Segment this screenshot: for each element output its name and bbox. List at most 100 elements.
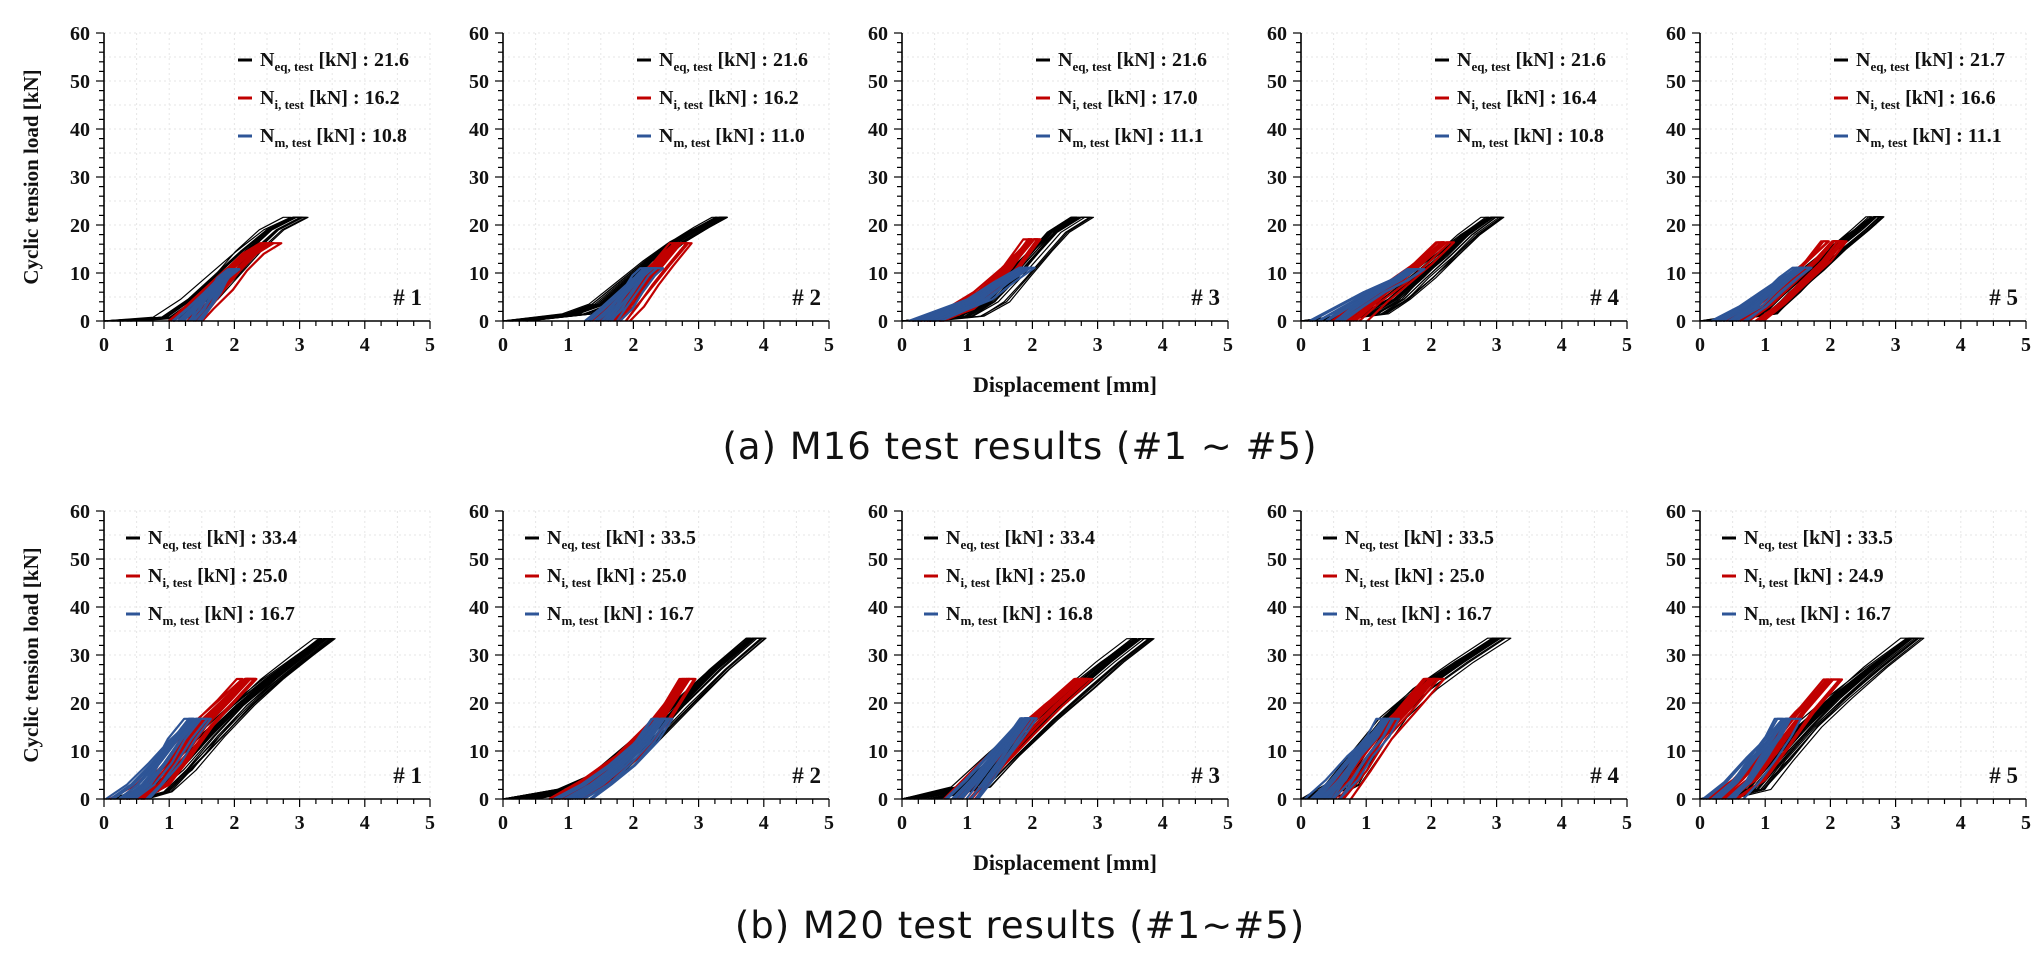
y-tick-label: 40 <box>1267 597 1287 619</box>
x-tick-label: 5 <box>1622 334 1632 356</box>
legend-entry: Ni, test [kN] : 25.0 <box>946 565 1086 590</box>
legend-entry: Neq, test [kN] : 21.6 <box>260 49 409 74</box>
y-tick-label: 20 <box>868 693 888 715</box>
y-tick-label: 40 <box>1666 119 1686 141</box>
panel-number-label: # 3 <box>1191 763 1220 788</box>
legend-entry: Ni, test [kN] : 16.2 <box>260 87 400 112</box>
x-tick-label: 5 <box>1622 812 1632 834</box>
y-tick-label: 50 <box>469 71 489 93</box>
x-tick-label: 5 <box>2021 334 2031 356</box>
x-tick-label: 0 <box>1695 334 1705 356</box>
x-tick-label: 3 <box>295 812 305 834</box>
legend-entry: Nm, test [kN] : 16.7 <box>1345 603 1492 628</box>
y-tick-label: 0 <box>1277 789 1287 811</box>
x-axis-label: Displacement [mm] <box>973 850 1157 875</box>
legend-entry: Nm, test [kN] : 10.8 <box>1457 125 1604 150</box>
y-tick-label: 10 <box>1267 741 1287 763</box>
x-tick-label: 1 <box>164 334 174 356</box>
series-line <box>566 717 666 800</box>
y-tick-label: 50 <box>1267 71 1287 93</box>
y-tick-label: 20 <box>868 215 888 237</box>
series-line <box>1309 717 1386 800</box>
panel-number-label: # 5 <box>1989 285 2018 310</box>
x-tick-label: 4 <box>1158 812 1168 834</box>
x-tick-label: 0 <box>99 334 109 356</box>
y-tick-label: 60 <box>70 501 90 523</box>
y-tick-label: 10 <box>868 741 888 763</box>
y-axis-label: Cyclic tension load [kN] <box>19 69 43 284</box>
y-tick-label: 10 <box>469 741 489 763</box>
x-tick-label: 0 <box>1296 812 1306 834</box>
x-tick-label: 4 <box>1158 334 1168 356</box>
y-tick-label: 50 <box>1666 549 1686 571</box>
x-tick-label: 2 <box>1426 334 1436 356</box>
legend-entry: Neq, test [kN] : 21.6 <box>1457 49 1606 74</box>
x-tick-label: 4 <box>1956 812 1966 834</box>
panel-number-label: # 5 <box>1989 763 2018 788</box>
y-tick-label: 20 <box>70 693 90 715</box>
legend-entry: Neq, test [kN] : 21.7 <box>1856 49 2005 74</box>
x-tick-label: 3 <box>1492 334 1502 356</box>
x-tick-label: 4 <box>360 334 370 356</box>
y-tick-label: 60 <box>1267 23 1287 45</box>
y-tick-label: 60 <box>1666 23 1686 45</box>
x-tick-label: 3 <box>694 812 704 834</box>
y-tick-label: 30 <box>469 645 489 667</box>
x-tick-label: 2 <box>1825 334 1835 356</box>
y-tick-label: 30 <box>1267 167 1287 189</box>
series-line <box>502 637 751 800</box>
x-tick-label: 4 <box>1557 334 1567 356</box>
y-tick-label: 20 <box>469 215 489 237</box>
y-tick-label: 40 <box>70 597 90 619</box>
y-tick-label: 10 <box>1666 263 1686 285</box>
x-tick-label: 3 <box>1891 812 1901 834</box>
y-tick-label: 20 <box>1666 693 1686 715</box>
y-tick-label: 0 <box>1277 311 1287 333</box>
x-tick-label: 1 <box>563 812 573 834</box>
x-tick-label: 0 <box>897 812 907 834</box>
series-line <box>1326 717 1400 800</box>
legend-entry: Ni, test [kN] : 16.4 <box>1457 87 1597 112</box>
y-tick-label: 30 <box>868 645 888 667</box>
legend-entry: Neq, test [kN] : 33.5 <box>1345 527 1494 552</box>
legend-entry: Neq, test [kN] : 33.5 <box>1744 527 1893 552</box>
y-tick-label: 60 <box>469 23 489 45</box>
series-line <box>181 268 239 322</box>
y-tick-label: 0 <box>1676 789 1686 811</box>
y-tick-label: 50 <box>1267 549 1287 571</box>
y-tick-label: 20 <box>1666 215 1686 237</box>
series-line <box>944 717 1024 800</box>
y-axis-label: Cyclic tension load [kN] <box>19 547 43 762</box>
legend-entry: Nm, test [kN] : 10.8 <box>260 125 407 150</box>
y-tick-label: 20 <box>469 693 489 715</box>
series-line <box>1317 268 1417 322</box>
series-line <box>593 267 652 322</box>
legend-entry: Neq, test [kN] : 21.6 <box>1058 49 1207 74</box>
legend-entry: Nm, test [kN] : 16.8 <box>946 603 1093 628</box>
x-tick-label: 5 <box>1223 812 1233 834</box>
y-tick-label: 10 <box>70 263 90 285</box>
y-tick-label: 50 <box>70 71 90 93</box>
legend-entry: Neq, test [kN] : 33.5 <box>547 527 696 552</box>
y-tick-label: 30 <box>1666 645 1686 667</box>
legend-entry: Ni, test [kN] : 24.9 <box>1744 565 1884 590</box>
x-tick-label: 1 <box>1760 812 1770 834</box>
legend-entry: Nm, test [kN] : 16.7 <box>1744 603 1891 628</box>
y-tick-label: 30 <box>70 167 90 189</box>
series-line <box>1718 717 1792 800</box>
y-tick-label: 40 <box>868 597 888 619</box>
legend-entry: Neq, test [kN] : 21.6 <box>659 49 808 74</box>
y-tick-label: 10 <box>70 741 90 763</box>
y-tick-label: 60 <box>1666 501 1686 523</box>
y-tick-label: 40 <box>469 119 489 141</box>
y-tick-label: 60 <box>70 23 90 45</box>
legend-entry: Nm, test [kN] : 11.1 <box>1058 125 1204 150</box>
panel-number-label: # 1 <box>393 285 422 310</box>
x-tick-label: 0 <box>99 812 109 834</box>
